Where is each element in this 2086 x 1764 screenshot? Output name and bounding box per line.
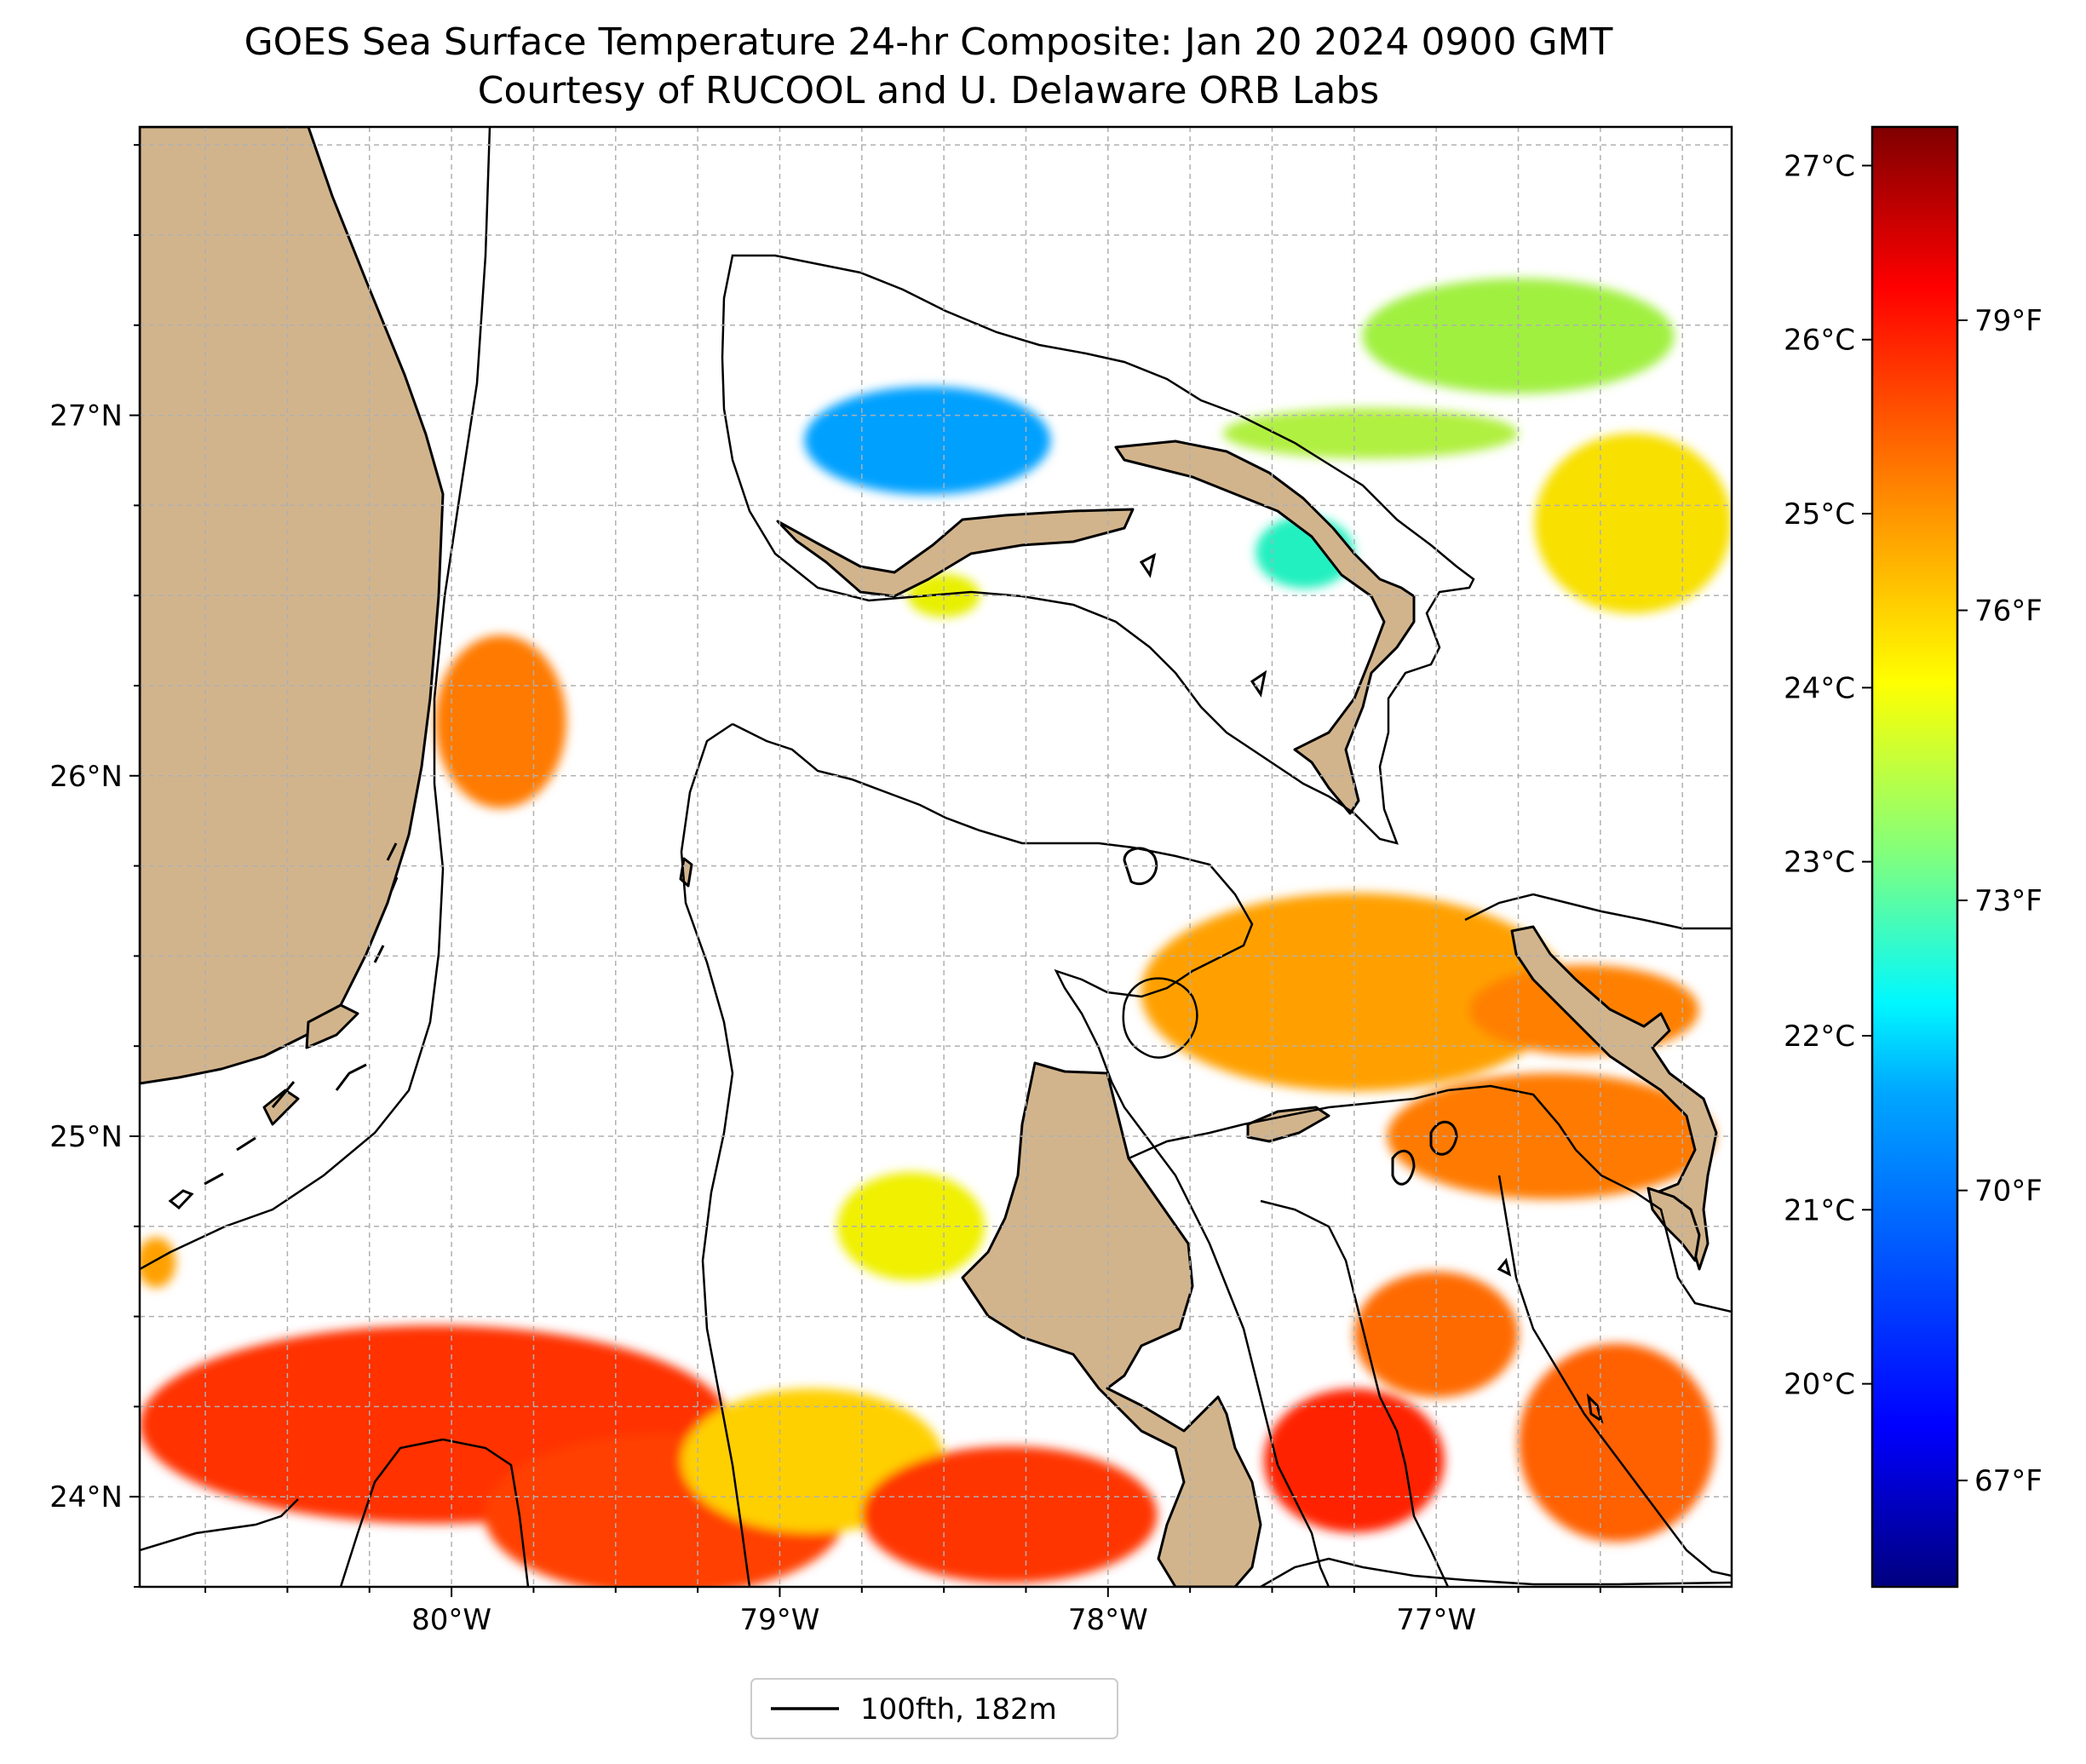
florida-keys-1 xyxy=(305,1003,359,1049)
colorbar-fahrenheit-label: 70°F xyxy=(1974,1175,2043,1209)
sst-patch-abaco-shelf-green xyxy=(1222,408,1519,459)
y-tick-label: 24°N xyxy=(49,1480,123,1514)
colorbar-fahrenheit-label: 73°F xyxy=(1974,884,2043,918)
chart-subtitle: Courtesy of RUCOOL and U. Delaware ORB L… xyxy=(478,69,1379,112)
x-tick-label: 78°W xyxy=(1068,1603,1148,1637)
colorbar-celsius-label: 21°C xyxy=(1784,1193,1855,1227)
x-tick-label: 77°W xyxy=(1396,1603,1476,1637)
colorbar-celsius-label: 23°C xyxy=(1784,846,1855,880)
sst-patch-southeast-orange xyxy=(1518,1343,1715,1543)
colorbar-fahrenheit-ticks: 67°F 70°F 73°F 76°F 79°F xyxy=(1957,304,2043,1498)
colorbar-celsius-label: 26°C xyxy=(1784,324,1855,358)
chart-title: GOES Sea Surface Temperature 24-hr Compo… xyxy=(244,20,1613,64)
colorbar-celsius-label: 22°C xyxy=(1784,1020,1855,1054)
y-tick-label: 25°N xyxy=(49,1120,123,1154)
sst-patch-grand-bahama-cold xyxy=(804,386,1051,495)
contour-eleuthera-east xyxy=(1464,893,1732,930)
sst-patch-east-yellow xyxy=(1534,433,1732,614)
colorbar-celsius-label: 24°C xyxy=(1784,671,1855,705)
contour-cuba-edge xyxy=(1260,1557,1732,1587)
keys-outlines xyxy=(168,553,1604,1424)
sst-patch-exuma-sound-orange xyxy=(1387,1072,1715,1200)
new-providence-island xyxy=(1246,1106,1330,1143)
bathymetry-contours xyxy=(140,127,1732,1587)
sst-patch-gulfstream-patch-north xyxy=(434,635,566,808)
y-tick-label: 27°N xyxy=(49,399,123,434)
colorbar-celsius-label: 25°C xyxy=(1784,497,1855,531)
x-tick-label: 80°W xyxy=(411,1603,491,1637)
sst-patch-keys-orange xyxy=(140,1237,176,1288)
great-abaco-island xyxy=(1114,440,1416,815)
colorbar: 20°C 21°C 22°C 23°C 24°C 25°C 26°C 27°C 67°F 70°… xyxy=(1784,125,2043,1589)
sst-patch-tongue-orange xyxy=(1353,1271,1519,1398)
colorbar-fahrenheit-label: 79°F xyxy=(1974,304,2043,338)
florida-mainland xyxy=(140,127,445,1085)
contour-east-sound xyxy=(1497,1175,1732,1577)
contour-great-bahama-bank xyxy=(732,722,1330,1587)
legend-label: 100fth, 182m xyxy=(860,1692,1057,1727)
axis-labels: 80°W 79°W 78°W 77°W 24°N 25°N 26°N 27°N xyxy=(49,399,1476,1637)
legend-box xyxy=(750,1678,1118,1739)
colorbar-fahrenheit-label: 67°F xyxy=(1974,1464,2043,1498)
sst-patch-south-andros-red xyxy=(861,1445,1158,1583)
legend: 100fth, 182m xyxy=(750,1678,1118,1739)
contour-southwest xyxy=(140,1498,299,1552)
land-layer xyxy=(140,127,1718,1587)
contour-exuma-sound xyxy=(1260,1199,1450,1587)
colorbar-celsius-label: 20°C xyxy=(1784,1368,1855,1402)
sst-layer xyxy=(140,278,1732,1587)
florida-keys-2 xyxy=(262,1089,300,1126)
contour-tongue-of-ocean xyxy=(1128,1084,1732,1313)
exuma-cays xyxy=(1646,1187,1701,1262)
colorbar-celsius-ticks: 20°C 21°C 22°C 23°C 24°C 25°C 26°C 27°C xyxy=(1784,149,1872,1402)
map-panel xyxy=(140,127,1732,1587)
colorbar-fahrenheit-label: 76°F xyxy=(1974,595,2043,629)
contour-florida-east xyxy=(140,127,491,1271)
map-frame xyxy=(138,125,1733,1589)
colorbar-gradient xyxy=(1871,125,1959,1589)
contour-new-providence-west xyxy=(1122,977,1198,1059)
grand-bahama-island xyxy=(776,508,1135,598)
contour-south-central xyxy=(339,1438,530,1587)
gridlines xyxy=(140,127,1732,1587)
x-tick-label: 79°W xyxy=(740,1603,820,1637)
axis-ticks xyxy=(129,144,1684,1597)
y-tick-label: 26°N xyxy=(49,760,123,794)
colorbar-celsius-label: 27°C xyxy=(1784,149,1855,183)
contour-andros-west xyxy=(680,722,751,1587)
